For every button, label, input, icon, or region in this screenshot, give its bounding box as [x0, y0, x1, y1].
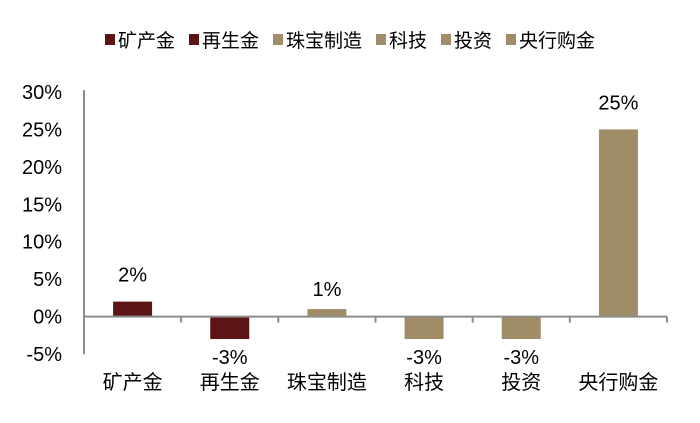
legend-swatch-icon	[441, 33, 452, 45]
chart-legend: 矿产金 再生金 珠宝制造 科技 投资 央行购金	[0, 24, 700, 54]
legend-swatch-icon	[376, 33, 386, 45]
legend-item: 矿产金	[104, 26, 175, 53]
bars: 2% -3% 1% -3% -3% 25%	[113, 92, 639, 369]
bar	[501, 316, 541, 340]
legend-label: 再生金	[201, 29, 259, 52]
y-tick-label: 15%	[22, 194, 62, 216]
data-label: -3%	[406, 347, 442, 369]
x-category-label: 投资	[501, 370, 541, 394]
legend-item: 央行购金	[506, 26, 595, 53]
x-category-label: 央行购金	[578, 370, 658, 394]
data-label: 2%	[118, 265, 147, 287]
legend-swatch-icon	[272, 33, 283, 45]
y-tick-label: 25%	[22, 119, 62, 141]
legend-label: 珠宝制造	[285, 29, 362, 52]
x-category-label: 科技	[404, 370, 444, 394]
legend-label: 矿产金	[117, 29, 175, 52]
x-category-label: 再生金	[200, 370, 260, 394]
y-tick-label: 10%	[22, 232, 62, 254]
x-axis: 矿产金 再生金 珠宝制造 科技 投资 央行购金	[84, 315, 668, 394]
legend-swatch-icon	[506, 33, 517, 45]
y-axis: -5% 0% 5% 10% 15% 20% 25% 30%	[22, 82, 85, 366]
legend-item: 珠宝制造	[272, 26, 362, 53]
data-label: -3%	[212, 347, 248, 369]
legend-item: 投资	[441, 26, 492, 53]
data-label: -3%	[503, 347, 539, 369]
bar	[598, 129, 638, 317]
x-category-label: 珠宝制造	[287, 370, 367, 394]
y-tick-label: 20%	[22, 157, 62, 179]
legend-label: 科技	[389, 29, 428, 52]
bar	[404, 316, 444, 340]
bar	[210, 316, 250, 340]
bar	[307, 309, 347, 317]
legend-swatch-icon	[104, 33, 115, 45]
legend-item: 再生金	[188, 26, 259, 53]
y-tick-label: 5%	[33, 269, 62, 291]
y-tick-label: -5%	[26, 344, 62, 366]
legend-label: 央行购金	[519, 29, 596, 52]
data-label: 25%	[598, 92, 638, 114]
legend-label: 投资	[454, 29, 493, 52]
bar	[113, 301, 153, 317]
y-tick-label: 30%	[22, 82, 62, 104]
legend-item: 科技	[376, 26, 427, 53]
legend-swatch-icon	[188, 33, 199, 45]
x-category-label: 矿产金	[103, 370, 163, 394]
y-tick-label: 0%	[33, 307, 62, 329]
data-label: 1%	[312, 279, 341, 301]
